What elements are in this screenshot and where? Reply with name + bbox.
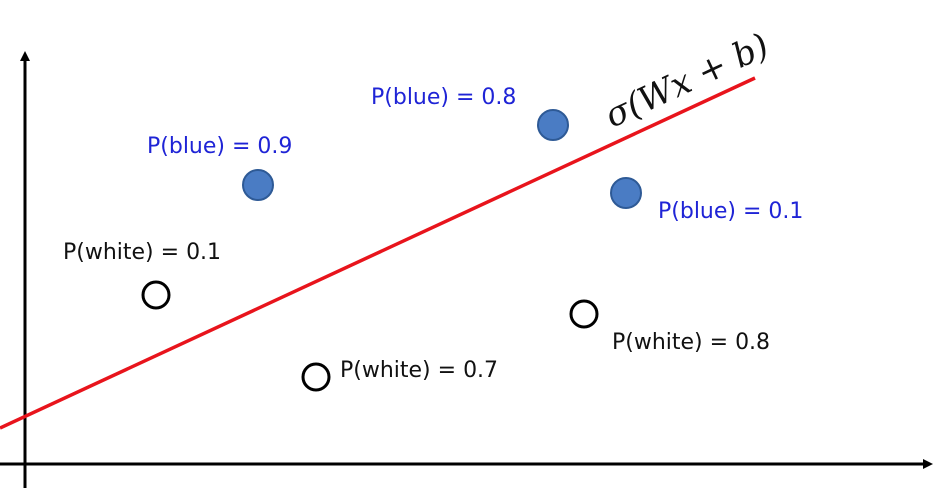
blue-point [610, 177, 642, 209]
white-point-label: P(white) = 0.1 [63, 240, 221, 265]
blue-point-label: P(blue) = 0.1 [658, 199, 803, 224]
blue-point [537, 109, 569, 141]
blue-point-label: P(blue) = 0.8 [371, 85, 516, 110]
white-point-label: P(white) = 0.7 [340, 358, 498, 383]
blue-point-label: P(blue) = 0.9 [147, 134, 292, 159]
blue-point [242, 169, 274, 201]
decision-boundary-line [0, 76, 756, 430]
white-point [141, 280, 171, 310]
white-point-label: P(white) = 0.8 [612, 330, 770, 355]
white-point [569, 299, 599, 329]
white-point [301, 362, 331, 392]
